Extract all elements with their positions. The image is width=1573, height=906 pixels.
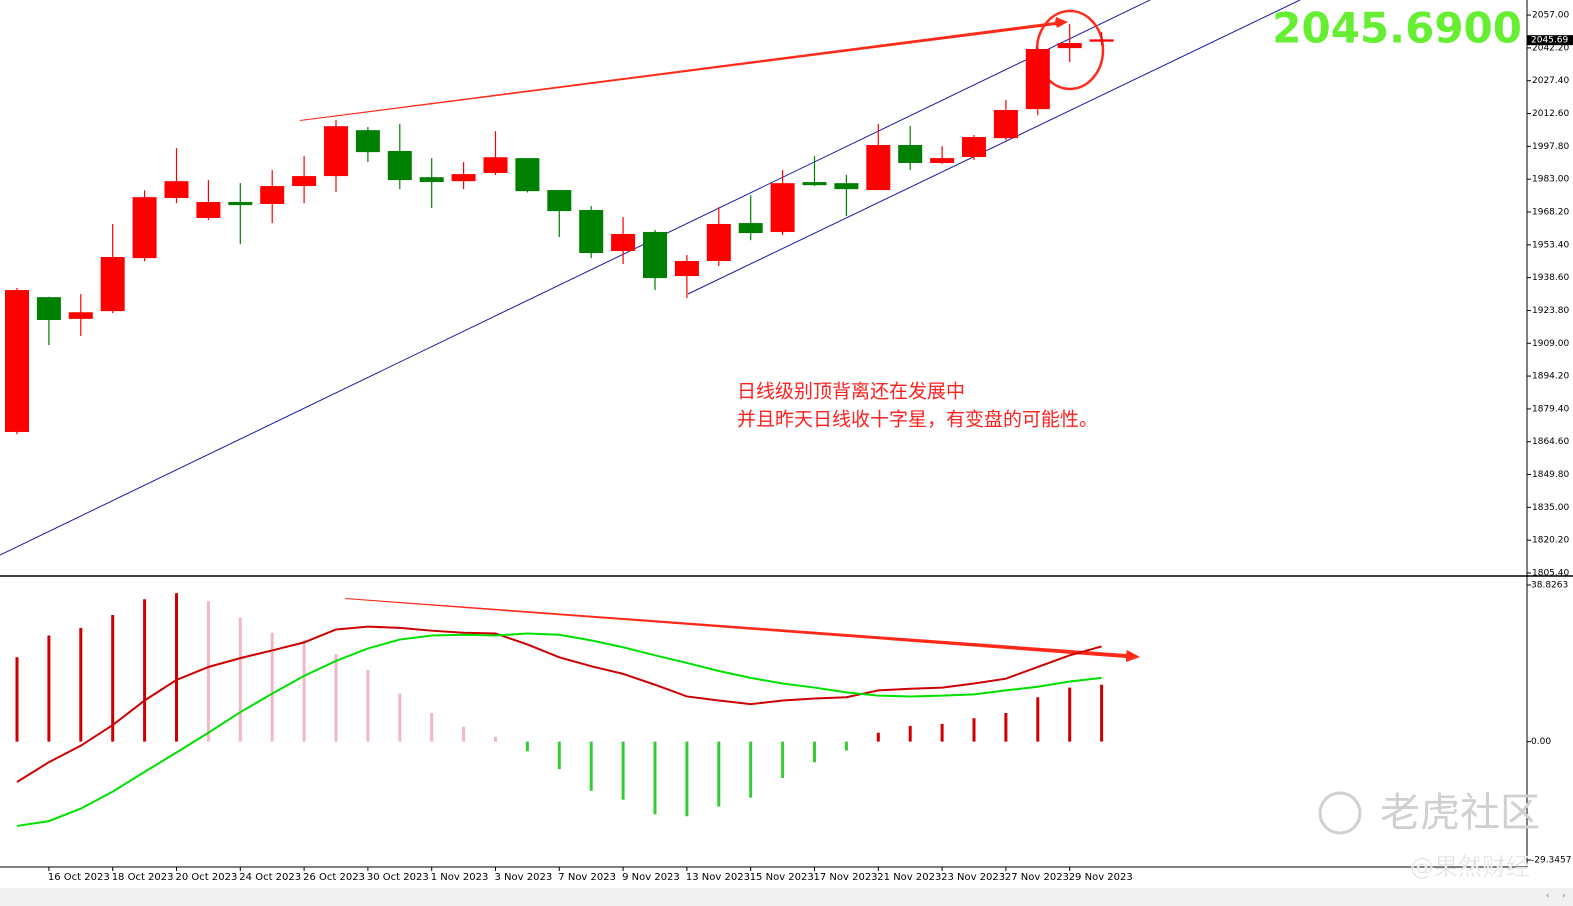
last-price-label: 2045.69 (1531, 36, 1568, 46)
y-tick-label: 2012.60 (1532, 109, 1569, 119)
x-tick-label: 24 Oct 2023 (239, 872, 301, 883)
y-tick-label: 1894.20 (1532, 372, 1569, 382)
candle-body (834, 183, 859, 190)
candle-body (164, 181, 189, 199)
candle-body (355, 130, 380, 153)
y-tick-label: 1923.80 (1532, 306, 1569, 316)
y-tick-label: 1805.40 (1532, 569, 1569, 579)
x-tick-label: 29 Nov 2023 (1069, 872, 1133, 883)
x-tick-label: 27 Nov 2023 (1005, 872, 1069, 883)
x-tick-label: 21 Nov 2023 (877, 872, 941, 883)
y-tick-label: 0.00 (1531, 737, 1551, 747)
x-tick-label: 13 Nov 2023 (686, 872, 750, 883)
candle-body (674, 261, 699, 277)
x-tick-label: 26 Oct 2023 (303, 872, 365, 883)
candle-body (579, 209, 604, 254)
y-tick-label: 1997.80 (1532, 142, 1569, 152)
candle-body (260, 186, 285, 205)
candle-body (993, 109, 1018, 139)
divergence-arrow (300, 17, 1068, 121)
annotation: 并且昨天日线收十字星，有变盘的可能性。 (737, 409, 1098, 431)
y-tick-label: 1864.60 (1532, 437, 1569, 447)
candle-body (196, 202, 221, 218)
candle-body (515, 158, 540, 192)
watermark: @果然财经 (1410, 853, 1530, 881)
y-tick-label: 38.8263 (1531, 580, 1568, 590)
candle-body (419, 177, 444, 183)
candle-body (898, 145, 923, 163)
watermark-logo (1318, 791, 1362, 835)
x-tick-label: 15 Nov 2023 (750, 872, 814, 883)
plot: 1805.40 1820.20 1835.00 1849.80 1864.60 1879.… (5, 11, 1573, 883)
channel-line (687, 0, 1301, 295)
y-tick-label: 2057.00 (1532, 11, 1569, 21)
y-tick-label: 1938.60 (1532, 273, 1569, 283)
candle-body (228, 202, 253, 206)
candle-body (930, 158, 955, 163)
macd-line (16, 632, 1102, 827)
candle-body (1025, 49, 1050, 110)
candle-body (324, 126, 348, 177)
candle-body (100, 257, 125, 312)
y-tick-label: 1849.80 (1532, 470, 1569, 480)
candle-body (36, 297, 61, 320)
y-tick-label: 2027.40 (1532, 76, 1569, 86)
candle-body (802, 182, 827, 186)
candle-body (5, 290, 29, 432)
channel-line (0, 0, 1151, 556)
y-tick-label: 1835.00 (1532, 503, 1569, 513)
x-tick-label: 18 Oct 2023 (112, 872, 174, 883)
candle-body (643, 231, 667, 279)
candle-body (387, 151, 412, 181)
candle-body (962, 137, 986, 157)
candle-body (866, 145, 891, 191)
candle-body (706, 223, 731, 262)
scrollbar (0, 888, 1573, 906)
y-tick-label: 1820.20 (1532, 536, 1569, 546)
y-tick-label: 1983.00 (1532, 175, 1569, 185)
candle-body (132, 197, 157, 259)
macd-line (16, 625, 1102, 783)
divergence-arrow (345, 598, 1140, 662)
y-tick-label: 1909.00 (1532, 339, 1569, 349)
candle-body (770, 183, 795, 232)
y-tick-label: 1968.20 (1532, 207, 1569, 217)
x-tick-label: 17 Nov 2023 (814, 872, 878, 883)
x-tick-label: 20 Oct 2023 (176, 872, 238, 883)
x-tick-label: 7 Nov 2023 (558, 872, 616, 883)
x-tick-label: 3 Nov 2023 (495, 872, 553, 883)
candle-body (451, 174, 476, 182)
last-price-box (1527, 35, 1573, 46)
scroll-right[interactable]: › (1562, 891, 1566, 901)
y-tick-label: 1953.40 (1532, 240, 1569, 250)
candle-body (738, 223, 763, 234)
candle-body (68, 312, 93, 319)
candle-body (1057, 43, 1082, 49)
candle-body (547, 190, 572, 212)
x-tick-label: 16 Oct 2023 (48, 872, 110, 883)
y-tick-label: 2042.20 (1532, 43, 1569, 53)
x-tick-label: 23 Nov 2023 (941, 872, 1005, 883)
watermark: 老虎社区 (1380, 790, 1540, 836)
candle-body (292, 176, 317, 187)
x-tick-label: 30 Oct 2023 (367, 872, 429, 883)
price-banner: 2045.6900 (1272, 4, 1522, 53)
y-tick-label: 1879.40 (1532, 404, 1569, 414)
annotation: 日线级别顶背离还在发展中 (737, 381, 965, 403)
y-tick-label: -29.3457 (1531, 856, 1571, 866)
candle-body (483, 157, 508, 173)
candle-body (611, 233, 636, 252)
scroll-left[interactable]: ‹ (1546, 891, 1550, 901)
x-tick-label: 9 Nov 2023 (622, 872, 680, 883)
x-tick-label: 1 Nov 2023 (431, 872, 489, 883)
